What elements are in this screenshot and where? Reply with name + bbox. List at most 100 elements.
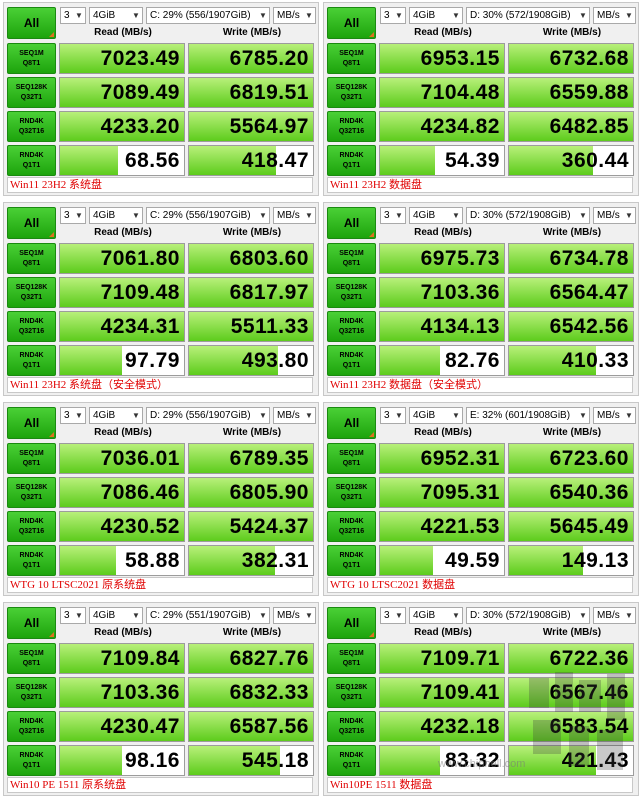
test-queue: Q32T16 <box>18 327 45 335</box>
test-button[interactable]: SEQ128K Q32T1 <box>7 277 56 308</box>
unit-select[interactable]: MB/s ▼ <box>273 207 316 224</box>
test-name: RND4K <box>19 151 44 159</box>
write-bar <box>509 712 633 741</box>
test-row: SEQ1M Q8T1 7036.01 6789.35 <box>4 443 318 475</box>
test-queue: Q8T1 <box>342 659 361 667</box>
test-button[interactable]: RND4K Q1T1 <box>7 345 56 376</box>
drive-select[interactable]: C: 29% (556/1907GiB) ▼ <box>146 7 270 24</box>
size-select[interactable]: 4GiB ▼ <box>409 607 463 624</box>
size-select[interactable]: 4GiB ▼ <box>409 7 463 24</box>
count-select[interactable]: 3 ▼ <box>380 407 406 424</box>
size-select[interactable]: 4GiB ▼ <box>409 407 463 424</box>
test-button[interactable]: SEQ128K Q32T1 <box>7 77 56 108</box>
test-button[interactable]: RND4K Q32T16 <box>7 311 56 342</box>
unit-select[interactable]: MB/s ▼ <box>273 407 316 424</box>
test-button[interactable]: SEQ1M Q8T1 <box>7 443 56 474</box>
chevron-down-icon: ▼ <box>132 611 140 620</box>
test-button[interactable]: RND4K Q1T1 <box>327 545 376 576</box>
all-button[interactable]: All <box>7 607 56 639</box>
drive-value: C: 29% (556/1907GiB) <box>150 10 251 21</box>
test-button[interactable]: RND4K Q32T16 <box>7 711 56 742</box>
write-value: 6803.60 <box>229 246 309 270</box>
test-button[interactable]: RND4K Q32T16 <box>327 711 376 742</box>
chevron-down-icon: ▼ <box>305 11 313 20</box>
size-select[interactable]: 4GiB ▼ <box>89 7 143 24</box>
all-button[interactable]: All <box>7 207 56 239</box>
test-button[interactable]: SEQ128K Q32T1 <box>327 277 376 308</box>
size-select[interactable]: 4GiB ▼ <box>89 607 143 624</box>
write-value: 6723.60 <box>549 446 629 470</box>
test-button[interactable]: SEQ128K Q32T1 <box>7 477 56 508</box>
read-value: 4221.53 <box>420 514 500 538</box>
all-button[interactable]: All <box>327 7 376 39</box>
all-button[interactable]: All <box>7 407 56 439</box>
write-result: 382.31 <box>188 545 314 576</box>
drive-select[interactable]: C: 29% (551/1907GiB) ▼ <box>146 607 270 624</box>
test-button[interactable]: RND4K Q1T1 <box>7 545 56 576</box>
drive-select[interactable]: D: 30% (572/1908GiB) ▼ <box>466 607 590 624</box>
test-button[interactable]: SEQ128K Q32T1 <box>327 477 376 508</box>
test-button[interactable]: RND4K Q32T16 <box>327 511 376 542</box>
chevron-down-icon: ▼ <box>625 411 633 420</box>
test-button[interactable]: RND4K Q32T16 <box>7 511 56 542</box>
test-button[interactable]: RND4K Q1T1 <box>327 345 376 376</box>
count-select[interactable]: 3 ▼ <box>380 607 406 624</box>
write-value: 6540.36 <box>549 480 629 504</box>
count-select[interactable]: 3 ▼ <box>60 407 86 424</box>
read-result: 7109.84 <box>59 643 185 674</box>
unit-select[interactable]: MB/s ▼ <box>593 207 636 224</box>
test-button[interactable]: RND4K Q1T1 <box>327 145 376 176</box>
test-button[interactable]: SEQ128K Q32T1 <box>7 677 56 708</box>
count-select[interactable]: 3 ▼ <box>380 207 406 224</box>
unit-select[interactable]: MB/s ▼ <box>593 607 636 624</box>
test-button[interactable]: SEQ1M Q8T1 <box>7 43 56 74</box>
unit-value: MB/s <box>277 10 300 21</box>
test-row: SEQ128K Q32T1 7089.49 6819.51 <box>4 77 318 109</box>
all-button[interactable]: All <box>327 407 376 439</box>
size-select[interactable]: 4GiB ▼ <box>409 207 463 224</box>
read-result: 6953.15 <box>379 43 505 74</box>
test-row: RND4K Q32T16 4221.53 5645.49 <box>324 511 638 543</box>
panel-toolbar: All 3 ▼ 4GiB ▼ D: 30% (572/1908GiB) ▼ MB/s ▼ Read… <box>324 603 638 641</box>
size-select[interactable]: 4GiB ▼ <box>89 407 143 424</box>
test-button[interactable]: RND4K Q32T16 <box>327 311 376 342</box>
test-button[interactable]: SEQ1M Q8T1 <box>327 643 376 674</box>
test-button[interactable]: SEQ1M Q8T1 <box>327 43 376 74</box>
test-name: RND4K <box>339 517 364 525</box>
test-row: SEQ1M Q8T1 7109.84 6827.76 <box>4 643 318 675</box>
test-button[interactable]: RND4K Q1T1 <box>7 145 56 176</box>
test-button[interactable]: SEQ1M Q8T1 <box>7 243 56 274</box>
test-button[interactable]: SEQ1M Q8T1 <box>327 443 376 474</box>
unit-select[interactable]: MB/s ▼ <box>593 7 636 24</box>
unit-select[interactable]: MB/s ▼ <box>273 607 316 624</box>
test-queue: Q1T1 <box>22 561 41 569</box>
test-button[interactable]: SEQ128K Q32T1 <box>327 77 376 108</box>
test-button[interactable]: RND4K Q32T16 <box>327 111 376 142</box>
all-button[interactable]: All <box>327 207 376 239</box>
unit-select[interactable]: MB/s ▼ <box>593 407 636 424</box>
read-bar <box>380 444 504 473</box>
count-select[interactable]: 3 ▼ <box>60 607 86 624</box>
all-button[interactable]: All <box>7 7 56 39</box>
test-button[interactable]: SEQ1M Q8T1 <box>327 243 376 274</box>
drive-select[interactable]: D: 29% (556/1907GiB) ▼ <box>146 407 270 424</box>
drive-select[interactable]: C: 29% (556/1907GiB) ▼ <box>146 207 270 224</box>
test-button[interactable]: RND4K Q32T16 <box>7 111 56 142</box>
count-select[interactable]: 3 ▼ <box>60 7 86 24</box>
count-select[interactable]: 3 ▼ <box>380 7 406 24</box>
read-bar <box>60 512 184 541</box>
drive-select[interactable]: E: 32% (601/1908GiB) ▼ <box>466 407 590 424</box>
drive-select[interactable]: D: 30% (572/1908GiB) ▼ <box>466 7 590 24</box>
drive-select[interactable]: D: 30% (572/1908GiB) ▼ <box>466 207 590 224</box>
test-button[interactable]: RND4K Q1T1 <box>7 745 56 776</box>
unit-select[interactable]: MB/s ▼ <box>273 7 316 24</box>
all-button[interactable]: All <box>327 607 376 639</box>
test-button[interactable]: RND4K Q1T1 <box>327 745 376 776</box>
test-button[interactable]: SEQ1M Q8T1 <box>7 643 56 674</box>
test-button[interactable]: SEQ128K Q32T1 <box>327 677 376 708</box>
size-select[interactable]: 4GiB ▼ <box>89 207 143 224</box>
write-value: 6734.78 <box>549 246 629 270</box>
read-bar <box>60 712 184 741</box>
count-select[interactable]: 3 ▼ <box>60 207 86 224</box>
read-bar <box>380 312 504 341</box>
